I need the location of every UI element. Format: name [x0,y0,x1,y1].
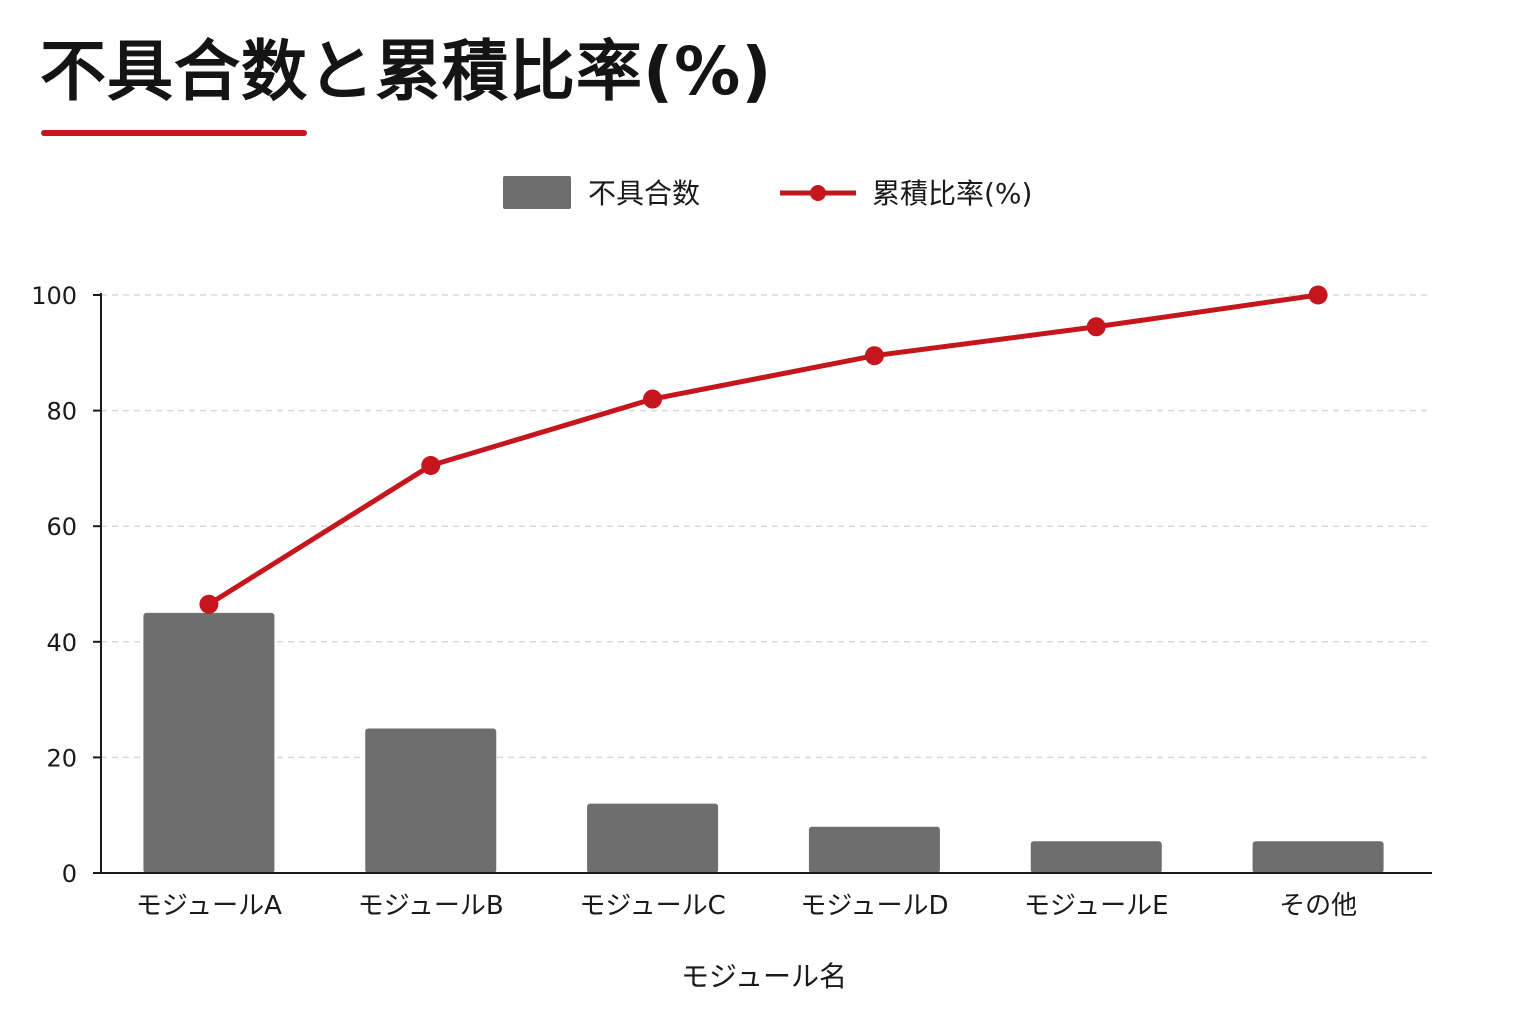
legend: 不具合数 累積比率(%) [503,176,1032,210]
cumulative-point-4 [864,346,884,366]
y-tick-label: 20 [46,744,77,772]
y-tick-label: 80 [46,398,77,426]
legend-line-marker [810,185,826,201]
y-tick-label: 60 [46,513,77,541]
cumulative-point-3 [643,389,663,409]
bars [143,612,1384,873]
cumulative-point-1 [199,594,219,614]
cumulative-point-2 [421,456,441,476]
x-category-label: モジュールA [136,891,282,921]
y-tick-label: 40 [46,629,77,657]
grid-lines [101,294,1432,759]
bar-3 [587,803,719,873]
bar-2 [365,728,497,873]
y-tick-labels: 0 20 40 60 80 100 [31,282,101,888]
x-category-labels: モジュールA モジュールB モジュールC モジュールD モジュールE その他 [136,891,1357,921]
title-underline [41,130,307,136]
cumulative-point-6 [1308,285,1328,305]
x-category-label: モジュールD [800,891,948,921]
bar-6 [1252,841,1384,873]
cumulative-point-5 [1086,317,1106,337]
legend-label-bar: 不具合数 [588,177,700,210]
x-category-label: モジュールE [1024,891,1169,921]
legend-label-line: 累積比率(%) [872,177,1032,210]
y-tick-label: 100 [31,282,77,310]
axes [93,293,1432,874]
x-category-label: モジュールB [358,891,504,921]
x-axis-title: モジュール名 [681,960,847,993]
bar-4 [808,826,940,873]
x-category-label: モジュールC [579,891,725,921]
bar-5 [1030,841,1162,873]
cumulative-line-path [207,292,1319,607]
x-category-label: その他 [1279,891,1357,921]
cumulative-line [199,285,1328,614]
page-title: 不具合数と累積比率(%) [40,33,773,110]
bar-1 [143,612,275,873]
legend-bar-swatch [503,176,571,209]
y-tick-label: 0 [62,860,77,888]
